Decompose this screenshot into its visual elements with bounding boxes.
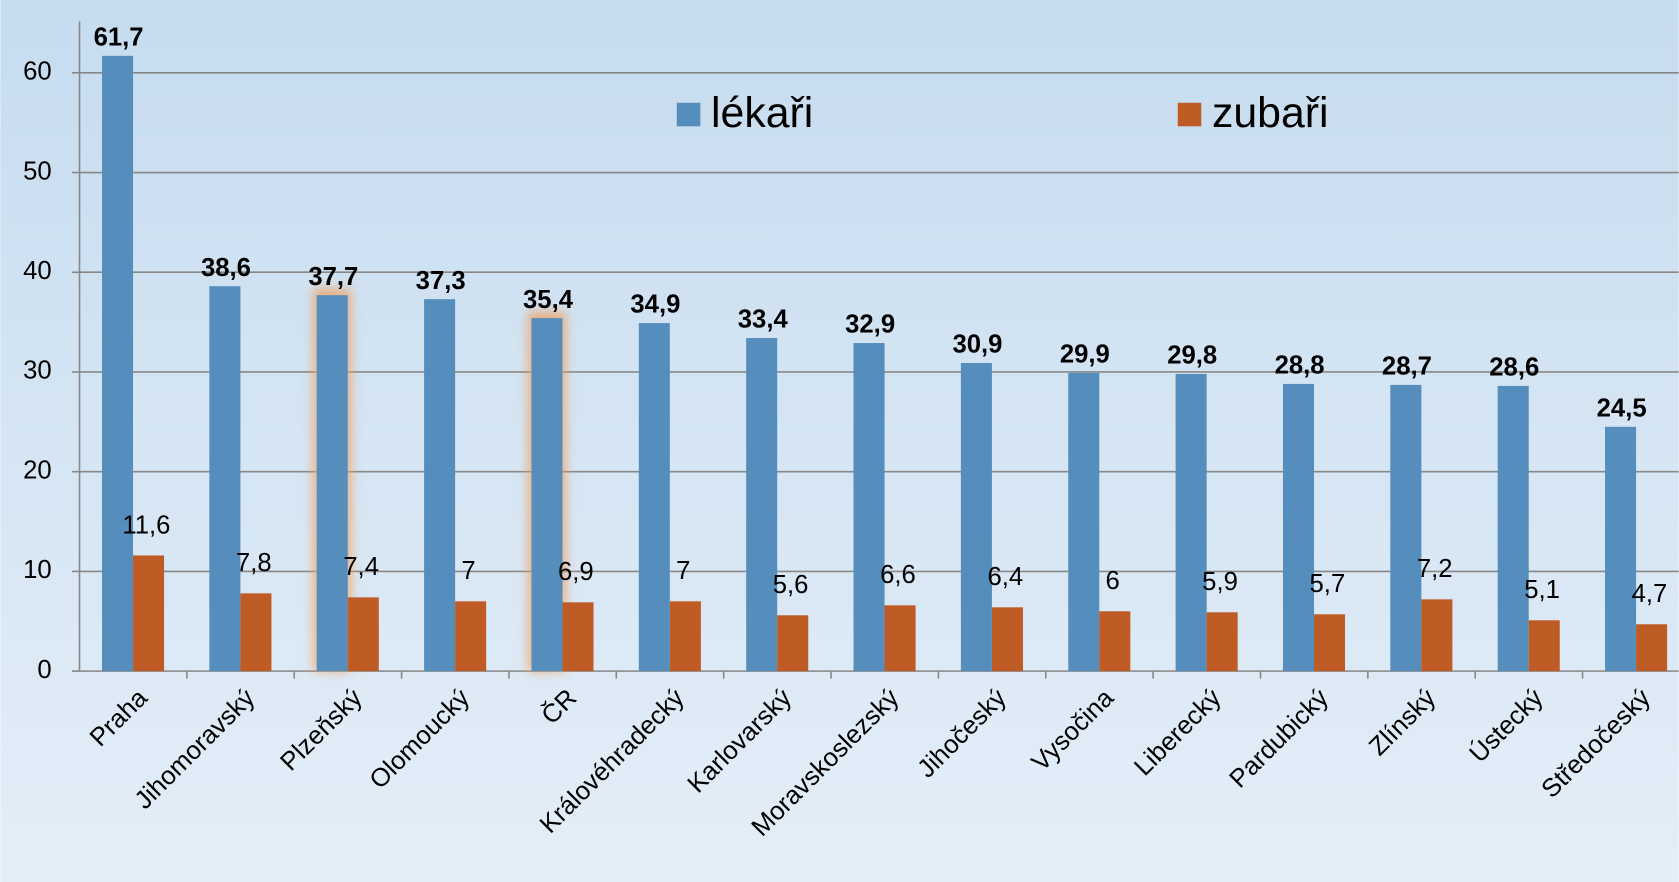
value-label: 38,6 bbox=[201, 254, 251, 282]
bar bbox=[1390, 384, 1422, 672]
value-label: 35,4 bbox=[523, 286, 574, 314]
bar bbox=[1099, 611, 1131, 672]
value-label: 28,6 bbox=[1489, 354, 1539, 382]
y-tick-label: 0 bbox=[37, 656, 51, 684]
bar bbox=[347, 597, 379, 672]
value-label: 6,9 bbox=[558, 558, 594, 586]
bar bbox=[1314, 614, 1346, 672]
bar bbox=[638, 323, 670, 672]
bar bbox=[424, 299, 456, 672]
value-label: 6 bbox=[1106, 567, 1120, 595]
value-label: 28,7 bbox=[1382, 353, 1432, 381]
bar bbox=[884, 605, 916, 672]
legend-label: zubaři bbox=[1212, 89, 1329, 137]
value-label: 32,9 bbox=[845, 311, 895, 339]
bar bbox=[1068, 372, 1100, 672]
bar bbox=[1636, 624, 1668, 672]
bar bbox=[531, 318, 563, 672]
y-tick-label: 30 bbox=[23, 357, 52, 385]
bar bbox=[669, 601, 701, 672]
bar bbox=[991, 607, 1023, 672]
bar bbox=[1497, 385, 1529, 672]
value-label: 7,8 bbox=[236, 549, 272, 577]
legend-swatch bbox=[676, 102, 701, 127]
bar bbox=[133, 555, 165, 672]
value-label: 7,4 bbox=[343, 553, 379, 581]
bar bbox=[1605, 426, 1637, 672]
value-label: 5,9 bbox=[1202, 568, 1238, 596]
y-tick-label: 20 bbox=[23, 456, 52, 484]
bar bbox=[960, 362, 992, 672]
bar bbox=[1206, 612, 1238, 672]
value-label: 28,8 bbox=[1275, 352, 1325, 380]
value-label: 11,6 bbox=[122, 511, 170, 539]
value-label: 33,4 bbox=[738, 306, 789, 334]
value-label: 37,7 bbox=[308, 263, 358, 291]
value-label: 29,9 bbox=[1060, 341, 1110, 369]
value-label: 30,9 bbox=[952, 331, 1002, 359]
value-label: 6,6 bbox=[880, 561, 916, 589]
value-label: 4,7 bbox=[1632, 580, 1668, 608]
value-label: 61,7 bbox=[94, 23, 144, 51]
y-tick-label: 60 bbox=[23, 58, 52, 86]
bar bbox=[1528, 620, 1560, 672]
y-tick-label: 10 bbox=[23, 556, 52, 584]
value-label: 6,4 bbox=[987, 563, 1023, 591]
bar bbox=[209, 286, 241, 672]
bar bbox=[853, 343, 885, 672]
bar bbox=[1421, 599, 1453, 672]
bar bbox=[777, 615, 809, 672]
value-label: 7 bbox=[461, 557, 475, 585]
bar bbox=[102, 55, 134, 672]
value-label: 29,8 bbox=[1167, 342, 1217, 370]
bar bbox=[455, 601, 487, 672]
bar bbox=[746, 338, 778, 672]
value-label: 7,2 bbox=[1417, 555, 1453, 583]
y-tick-label: 40 bbox=[23, 257, 52, 285]
bar bbox=[562, 602, 594, 672]
value-label: 5,7 bbox=[1310, 570, 1346, 598]
legend-swatch bbox=[1177, 102, 1202, 127]
value-label: 7 bbox=[676, 557, 690, 585]
value-label: 5,6 bbox=[773, 571, 809, 599]
y-tick-label: 50 bbox=[23, 157, 52, 185]
value-label: 37,3 bbox=[416, 267, 466, 295]
value-label: 34,9 bbox=[630, 291, 680, 319]
bar bbox=[240, 593, 272, 672]
value-label: 5,1 bbox=[1524, 576, 1560, 604]
bar bbox=[316, 295, 348, 672]
bar bbox=[1175, 373, 1207, 672]
legend-label: lékaři bbox=[711, 89, 813, 137]
bar bbox=[1282, 383, 1315, 672]
value-label: 24,5 bbox=[1597, 394, 1647, 422]
